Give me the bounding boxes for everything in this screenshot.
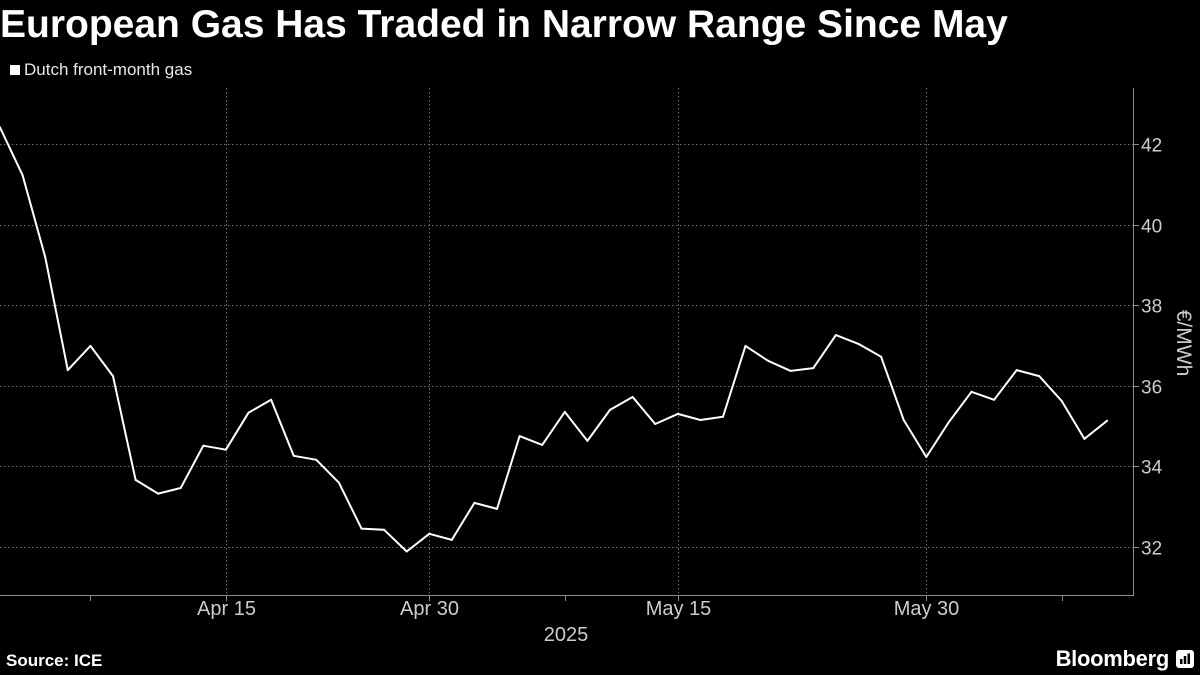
data-point <box>383 528 386 531</box>
y-tick-label: 36 <box>1141 378 1162 399</box>
x-tick-label: May 30 <box>894 598 960 620</box>
data-point <box>925 456 928 458</box>
data-point <box>0 126 1 129</box>
data-point <box>405 550 408 553</box>
data-point <box>631 396 634 398</box>
data-point <box>134 478 137 481</box>
data-point <box>1015 369 1018 372</box>
y-tick-label: 40 <box>1141 217 1162 238</box>
data-point <box>834 334 837 337</box>
y-tick-label: 32 <box>1141 539 1162 560</box>
data-point <box>654 423 657 425</box>
bloomberg-terminal-icon <box>1176 650 1194 668</box>
data-point <box>563 410 566 413</box>
source-note: Source: ICE <box>6 651 103 670</box>
bloomberg-wordmark: Bloomberg <box>1055 646 1170 671</box>
data-point <box>44 256 47 258</box>
data-point <box>1038 375 1041 378</box>
legend-swatch <box>10 65 20 75</box>
data-point <box>89 344 92 347</box>
data-point <box>880 355 883 358</box>
data-point <box>541 443 544 446</box>
y-axis-unit-label: €/MWh <box>1172 310 1195 377</box>
data-point <box>202 444 205 447</box>
data-point <box>112 375 114 378</box>
data-point <box>699 419 702 421</box>
data-point <box>722 415 724 418</box>
x-axis-ticks: Apr 15 Apr 30 May 15 May 30 <box>197 595 959 620</box>
data-point <box>292 454 295 457</box>
x-minor-ticks <box>90 595 1063 601</box>
legend: Dutch front-month gas <box>10 61 192 79</box>
chart-title: European Gas Has Traded in Narrow Range … <box>0 3 1008 46</box>
data-point <box>970 390 973 393</box>
data-point <box>315 458 318 461</box>
data-point <box>247 411 250 414</box>
data-point <box>21 174 24 177</box>
data-point <box>66 369 69 372</box>
data-point <box>496 507 498 510</box>
y-tick-label: 42 <box>1141 136 1162 157</box>
data-point <box>1106 419 1108 422</box>
icon-bar <box>1187 653 1190 664</box>
data-point <box>767 359 770 362</box>
series-line <box>0 126 1108 553</box>
data-point <box>1060 400 1063 403</box>
data-point <box>518 435 521 438</box>
data-point <box>270 398 273 401</box>
icon-bar <box>1180 659 1183 664</box>
data-point <box>744 344 747 347</box>
data-point <box>450 538 453 541</box>
y-gridlines <box>0 144 1133 548</box>
x-tick-label: May 15 <box>646 598 712 620</box>
data-point <box>586 439 589 442</box>
data-point <box>473 501 476 504</box>
x-tick-label: Apr 30 <box>400 598 459 620</box>
data-point <box>428 532 431 535</box>
data-point <box>609 408 611 411</box>
y-axis-ticks: 32 34 36 38 40 42 <box>1133 136 1163 560</box>
data-point <box>179 487 182 489</box>
data-point <box>993 398 996 401</box>
data-point <box>947 421 950 423</box>
data-point <box>157 492 160 495</box>
y-tick-label: 34 <box>1141 458 1163 479</box>
series-dutch-front-month-gas <box>0 126 1108 553</box>
y-tick-label: 38 <box>1141 297 1162 318</box>
data-point <box>360 527 363 530</box>
x-tick-label: Apr 15 <box>197 598 256 620</box>
x-axis-year-label: 2025 <box>544 624 589 646</box>
data-point <box>337 481 340 484</box>
data-point <box>812 367 815 370</box>
data-point <box>902 419 905 421</box>
x-gridlines <box>226 88 927 595</box>
data-point <box>789 369 792 372</box>
data-point <box>857 342 860 345</box>
data-point <box>224 448 227 451</box>
legend-label: Dutch front-month gas <box>24 60 193 79</box>
icon-bar <box>1183 656 1187 664</box>
data-point <box>676 412 679 415</box>
data-point <box>1083 437 1086 440</box>
